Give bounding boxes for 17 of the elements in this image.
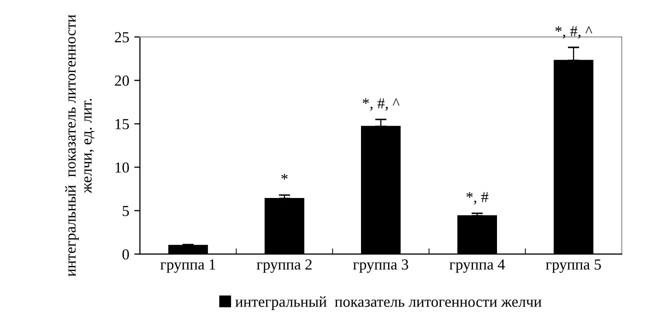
y-axis-title: интегральный показатель литогенности желчи, ед. лит. <box>65 14 94 276</box>
x-tick-label: группа 5 <box>546 259 601 273</box>
y-tick-label: 15 <box>116 119 129 130</box>
annotation: *, #, ^ <box>362 98 400 111</box>
y-tick-label: 0 <box>122 249 129 260</box>
x-tick-label: группа 1 <box>160 259 216 273</box>
annotation: * <box>281 174 288 180</box>
y-tick-label: 20 <box>114 76 129 86</box>
x-tick-label: группа 4 <box>449 259 505 273</box>
legend-label: интегральный показатель литогенности желчи <box>235 296 542 310</box>
annotation: *, #, ^ <box>555 26 592 39</box>
x-tick-label: группа 2 <box>256 259 312 273</box>
y-tick-label: 10 <box>116 162 129 173</box>
y-tick-label: 25 <box>114 32 129 42</box>
y-tick-label: 5 <box>122 206 129 216</box>
annotation: *, # <box>466 192 488 204</box>
x-tick-label: группа 3 <box>353 259 408 273</box>
